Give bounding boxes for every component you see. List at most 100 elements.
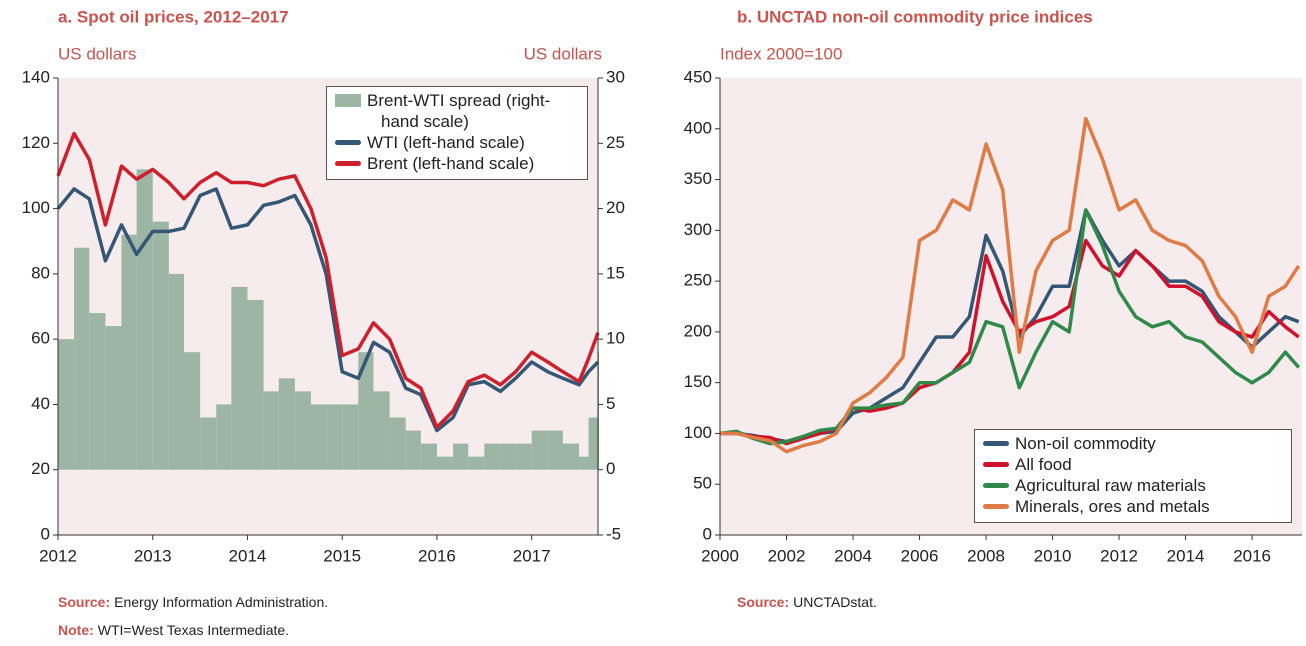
spread-area [168,273,184,470]
x-tick-label: 2013 [134,546,172,565]
spread-area [263,391,279,470]
y-tick-label: 100 [684,423,712,442]
spread-area [436,456,454,470]
footnote: Source: UNCTADstat. [737,594,877,610]
legend-label: Brent (left-hand scale) [367,154,535,173]
series-line [719,208,1301,446]
footnote: Source: Energy Information Administration… [58,594,328,610]
spread-area [310,404,327,470]
spread-area [121,234,137,470]
spread-area [358,352,374,470]
spread-area [547,430,563,470]
spread-area [74,247,90,470]
y-tick-label: 40 [31,394,50,413]
spread-area [515,443,532,470]
spread-area [500,443,516,470]
x-tick-label: 2000 [701,546,739,565]
chart-title: b. UNCTAD non-oil commodity price indice… [737,7,1093,26]
x-tick-label: 2010 [1034,546,1072,565]
legend-swatch [983,483,1009,488]
footnote-label: Note: [58,622,94,638]
legend-entry: WTI (left-hand scale) [335,132,579,153]
legend-label: Brent-WTI spread (right-hand scale) [367,91,551,131]
spread-area [58,339,75,470]
spread-area [105,326,122,470]
series-line [720,238,1300,446]
legend: Brent-WTI spread (right-hand scale) WTI (… [326,86,588,180]
y2-tick-label: 30 [606,67,625,86]
legend-entry: All food [983,454,1283,475]
y-tick-label: 400 [684,118,712,137]
legend-label: Agricultural raw materials [1015,476,1206,495]
legend-entry: Brent (left-hand scale) [335,153,579,174]
y2-tick-label: 5 [606,394,615,413]
legend-swatch [983,441,1009,446]
legend-swatch [335,140,361,145]
footnote: Note: WTI=West Texas Intermediate. [58,622,289,638]
legend-entry: Agricultural raw materials [983,475,1283,496]
spread-area [152,221,169,470]
legend-label: All food [1015,455,1072,474]
y-tick-label: 300 [684,220,712,239]
spread-area [484,443,501,470]
spread-area [579,456,589,470]
spread-area [588,417,598,470]
legend-label: Non-oil commodity [1015,434,1156,453]
y-axis-label: Index 2000=100 [720,44,842,63]
y2-tick-label: 20 [606,198,625,217]
y2-tick-label: 15 [606,263,625,282]
spread-area [562,443,580,470]
x-tick-label: 2017 [513,546,551,565]
spread-area [326,404,343,470]
x-tick-label: 2008 [967,546,1005,565]
legend-entry: Non-oil commodity [983,433,1283,454]
legend-label: WTI (left-hand scale) [367,133,525,152]
y-tick-label: 60 [31,329,50,348]
y-tick-label: 100 [22,198,50,217]
footnote-text: Energy Information Administration. [114,594,328,610]
spread-area [468,456,485,470]
spread-area [342,404,359,470]
legend: Non-oil commodity All food Agricultural ra… [974,429,1292,523]
legend-swatch [983,462,1009,467]
spread-area [231,286,248,470]
spread-area [89,313,106,470]
spread-area [389,417,406,470]
x-tick-label: 2012 [39,546,77,565]
footnote-label: Source: [58,594,110,610]
x-tick-label: 2014 [1167,546,1205,565]
legend-entry: Minerals, ores and metals [983,496,1283,517]
legend-label: Minerals, ores and metals [1015,497,1210,516]
spread-area [294,391,311,470]
spread-area [373,391,390,470]
y-tick-label: 0 [703,524,712,543]
x-tick-label: 2015 [323,546,361,565]
series-line [56,187,600,433]
y-tick-label: 80 [31,263,50,282]
y-tick-label: 0 [41,524,50,543]
y-tick-label: 50 [693,474,712,493]
y2-tick-label: 25 [606,133,625,152]
spread-area [278,378,295,470]
y-tick-label: 150 [684,372,712,391]
x-tick-label: 2014 [229,546,267,565]
y-tick-label: 450 [684,67,712,86]
x-tick-label: 2016 [418,546,456,565]
footnote-label: Source: [737,594,789,610]
spread-area [453,443,469,470]
footnote-text: WTI=West Texas Intermediate. [98,622,289,638]
y-tick-label: 140 [22,67,50,86]
legend-swatch [983,504,1009,509]
footnote-text: UNCTADstat. [793,594,877,610]
y-tick-label: 20 [31,459,50,478]
spread-area [216,404,232,470]
y2-axis-label: US dollars [524,44,602,63]
x-tick-label: 2006 [901,546,939,565]
y-tick-label: 350 [684,169,712,188]
y2-tick-label: 0 [606,459,615,478]
legend-box: Non-oil commodity All food Agricultural ra… [974,429,1292,523]
y2-tick-label: 10 [606,329,625,348]
legend-box: Brent-WTI spread (right-hand scale) WTI (… [326,86,588,180]
legend-entry: Brent-WTI spread (right-hand scale) [335,90,579,132]
